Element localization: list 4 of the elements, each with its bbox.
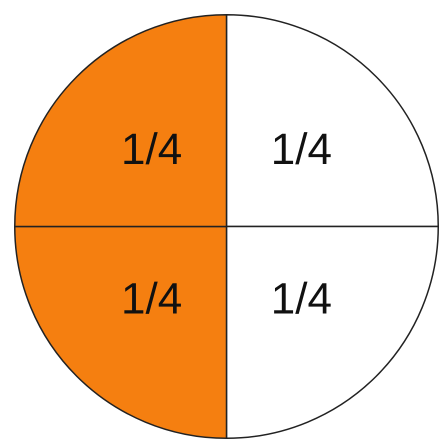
data-label: 1/4 bbox=[121, 274, 182, 324]
data-label: 1/4 bbox=[270, 124, 332, 174]
data-label: 1/4 bbox=[270, 274, 332, 324]
data-label: 1/4 bbox=[121, 124, 182, 174]
